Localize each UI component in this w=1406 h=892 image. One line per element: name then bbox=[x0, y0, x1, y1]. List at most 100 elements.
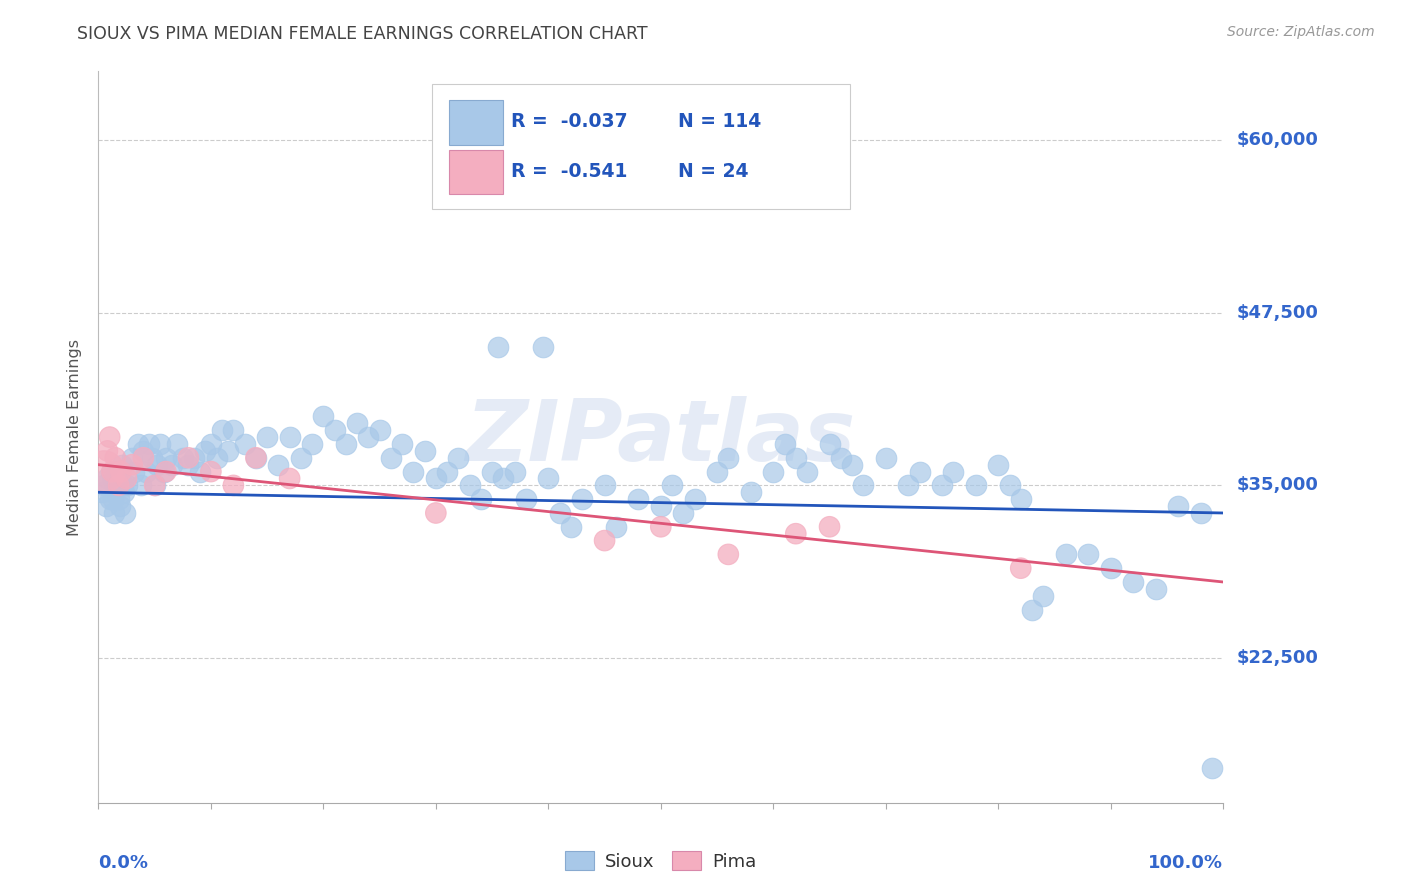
Point bbox=[101, 471, 124, 485]
Point bbox=[138, 437, 160, 451]
Point bbox=[1021, 602, 1043, 616]
Text: R =  -0.037: R = -0.037 bbox=[512, 112, 628, 130]
Point bbox=[155, 450, 177, 465]
Text: N = 114: N = 114 bbox=[678, 112, 761, 130]
Point bbox=[762, 465, 785, 479]
Point bbox=[149, 437, 172, 451]
Point bbox=[200, 465, 222, 479]
Point bbox=[205, 450, 228, 465]
FancyBboxPatch shape bbox=[433, 84, 849, 209]
Point bbox=[96, 471, 118, 485]
Point bbox=[105, 465, 128, 479]
Point bbox=[222, 478, 245, 492]
Point bbox=[785, 526, 807, 541]
Point bbox=[278, 471, 301, 485]
Point bbox=[515, 492, 537, 507]
Point bbox=[233, 437, 256, 451]
Point bbox=[931, 478, 953, 492]
Point bbox=[425, 506, 447, 520]
Point bbox=[661, 478, 683, 492]
Point bbox=[124, 465, 146, 479]
Point bbox=[1010, 492, 1032, 507]
Point bbox=[278, 430, 301, 444]
Point bbox=[146, 458, 169, 472]
Point bbox=[172, 450, 194, 465]
Point bbox=[852, 478, 875, 492]
Point bbox=[177, 450, 200, 465]
Point bbox=[96, 499, 118, 513]
Point bbox=[740, 485, 762, 500]
Text: $22,500: $22,500 bbox=[1237, 648, 1319, 667]
Point bbox=[1032, 589, 1054, 603]
Point bbox=[531, 340, 554, 354]
Point bbox=[492, 471, 515, 485]
Point bbox=[112, 478, 135, 492]
Point bbox=[1077, 548, 1099, 562]
Point bbox=[301, 437, 323, 451]
Text: $35,000: $35,000 bbox=[1237, 476, 1319, 494]
Point bbox=[1010, 561, 1032, 575]
Point bbox=[112, 485, 135, 500]
Point bbox=[436, 465, 458, 479]
Point bbox=[132, 450, 155, 465]
Point bbox=[115, 478, 138, 492]
Point bbox=[1144, 582, 1167, 596]
Point bbox=[717, 548, 740, 562]
Point bbox=[104, 478, 127, 492]
Point bbox=[217, 443, 239, 458]
Point bbox=[100, 465, 122, 479]
Point bbox=[447, 450, 470, 465]
Point bbox=[560, 520, 582, 534]
Point bbox=[413, 443, 436, 458]
Point bbox=[323, 423, 346, 437]
Point bbox=[121, 458, 143, 472]
Point bbox=[537, 471, 560, 485]
Point bbox=[458, 478, 481, 492]
Point bbox=[98, 492, 121, 507]
Point bbox=[908, 465, 931, 479]
Point bbox=[672, 506, 695, 520]
Point bbox=[312, 409, 335, 424]
Point bbox=[391, 437, 413, 451]
Point bbox=[650, 520, 672, 534]
Text: R =  -0.541: R = -0.541 bbox=[512, 162, 627, 181]
Point bbox=[245, 450, 267, 465]
Point bbox=[222, 423, 245, 437]
Point bbox=[818, 520, 841, 534]
Point bbox=[987, 458, 1010, 472]
FancyBboxPatch shape bbox=[450, 150, 503, 194]
Point bbox=[785, 168, 807, 182]
Point bbox=[998, 478, 1021, 492]
Point bbox=[470, 492, 492, 507]
Point bbox=[108, 499, 131, 513]
Point bbox=[503, 465, 526, 479]
Point bbox=[188, 465, 211, 479]
Text: SIOUX VS PIMA MEDIAN FEMALE EARNINGS CORRELATION CHART: SIOUX VS PIMA MEDIAN FEMALE EARNINGS COR… bbox=[77, 25, 648, 43]
Point bbox=[200, 437, 222, 451]
Point bbox=[402, 465, 425, 479]
Point bbox=[107, 492, 129, 507]
Point bbox=[110, 478, 132, 492]
Point bbox=[177, 458, 200, 472]
Text: $47,500: $47,500 bbox=[1237, 304, 1319, 322]
Point bbox=[425, 471, 447, 485]
Point bbox=[267, 458, 290, 472]
Point bbox=[357, 430, 380, 444]
Point bbox=[796, 465, 818, 479]
Point bbox=[155, 465, 177, 479]
Point bbox=[90, 485, 112, 500]
Point bbox=[650, 499, 672, 513]
Text: N = 24: N = 24 bbox=[678, 162, 748, 181]
Point bbox=[380, 450, 402, 465]
Point bbox=[245, 450, 267, 465]
Point bbox=[143, 478, 166, 492]
Point bbox=[101, 492, 124, 507]
Point bbox=[160, 458, 183, 472]
Point bbox=[875, 450, 897, 465]
Point bbox=[104, 450, 127, 465]
Point bbox=[335, 437, 357, 451]
Point bbox=[107, 478, 129, 492]
Point bbox=[211, 423, 233, 437]
Point bbox=[98, 430, 121, 444]
Point bbox=[605, 520, 627, 534]
